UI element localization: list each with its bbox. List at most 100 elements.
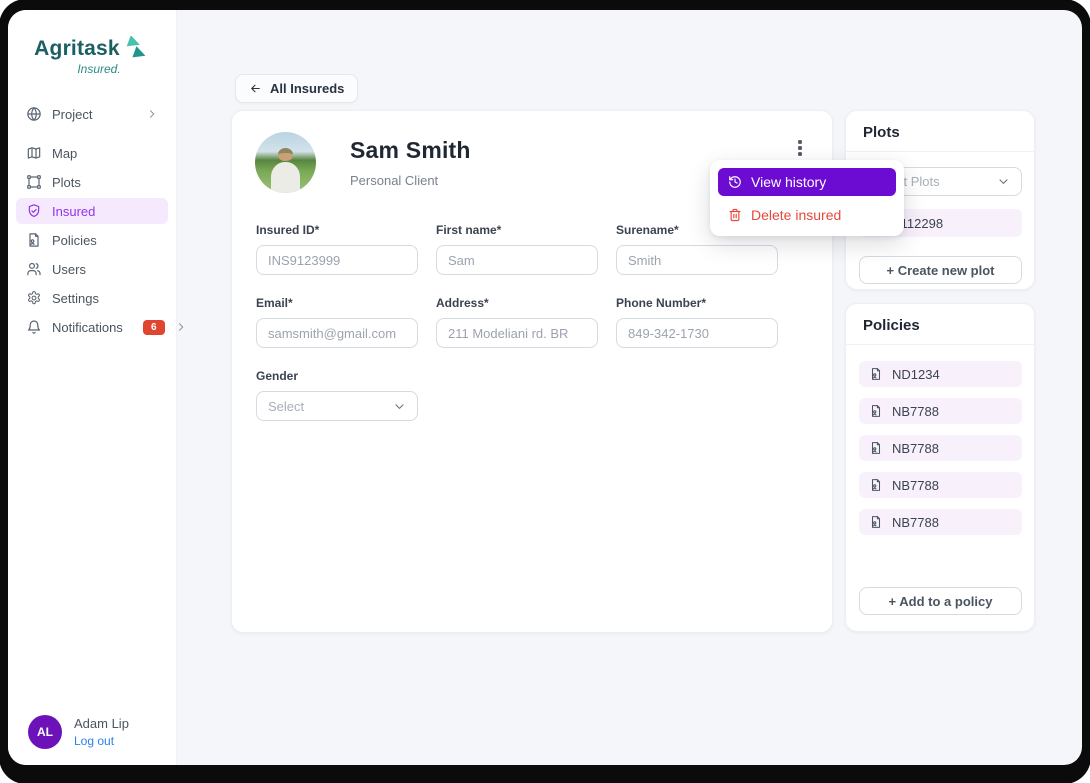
insured-id-input[interactable] xyxy=(256,245,418,275)
field-label: Address* xyxy=(436,296,489,310)
history-icon xyxy=(728,175,742,189)
policy-item[interactable]: NB7788 xyxy=(859,472,1022,498)
policy-item[interactable]: NB7788 xyxy=(859,509,1022,535)
sidebar-item-label: Notifications xyxy=(52,319,123,335)
surename-input[interactable] xyxy=(616,245,778,275)
app-screen: Agritask Insured. Project Map Plots xyxy=(8,10,1082,765)
menu-item-label: View history xyxy=(751,174,827,190)
field-label: Phone Number* xyxy=(616,296,707,310)
policy-list: ND1234 NB7788 NB7788 NB7788 NB7788 xyxy=(859,361,1022,535)
menu-item-label: Delete insured xyxy=(751,207,842,223)
policy-icon xyxy=(869,478,883,492)
user-name: Adam Lip xyxy=(74,716,129,731)
policy-item[interactable]: NB7788 xyxy=(859,435,1022,461)
add-to-policy-button[interactable]: + Add to a policy xyxy=(859,587,1022,615)
field-label: Surename* xyxy=(616,223,679,237)
policy-id: NB7788 xyxy=(892,514,939,530)
field-label: Insured ID* xyxy=(256,223,320,237)
plots-icon xyxy=(26,174,42,190)
sidebar-item-users[interactable]: Users xyxy=(16,256,168,282)
field-label: Email* xyxy=(256,296,293,310)
bell-icon xyxy=(26,319,42,335)
policy-icon xyxy=(869,367,883,381)
avatar: AL xyxy=(28,715,62,749)
client-type: Personal Client xyxy=(350,173,439,188)
first-name-input[interactable] xyxy=(436,245,598,275)
brand-logo: Agritask Insured. xyxy=(8,36,176,76)
sidebar-nav: Project Map Plots Insured Policies xyxy=(8,101,184,340)
back-button-label: All Insureds xyxy=(270,81,345,96)
policies-panel-title: Policies xyxy=(863,317,920,334)
insured-context-menu: View history Delete insured xyxy=(710,160,904,236)
policies-panel: Policies ND1234 NB7788 NB7788 NB7788 xyxy=(845,303,1035,632)
gender-select[interactable]: Select xyxy=(256,391,418,421)
divider xyxy=(846,151,1034,152)
menu-item-view-history[interactable]: View history xyxy=(718,168,896,196)
field-label: First name* xyxy=(436,223,502,237)
policy-icon xyxy=(26,232,42,248)
trash-icon xyxy=(728,208,742,222)
policy-id: ND1234 xyxy=(892,366,940,382)
field-first-name: First name* xyxy=(436,223,598,275)
menu-item-delete-insured[interactable]: Delete insured xyxy=(718,202,896,228)
brand-name: Agritask xyxy=(34,36,120,60)
sidebar-item-map[interactable]: Map xyxy=(16,140,168,166)
current-user: AL Adam Lip Log out xyxy=(28,715,129,749)
shield-icon xyxy=(26,203,42,219)
field-gender: Gender Select xyxy=(256,369,418,421)
phone-input[interactable] xyxy=(616,318,778,348)
gear-icon xyxy=(26,290,42,306)
client-name: Sam Smith xyxy=(350,137,471,163)
divider xyxy=(846,344,1034,345)
field-address: Address* xyxy=(436,296,598,348)
sidebar-item-plots[interactable]: Plots xyxy=(16,169,168,195)
globe-icon xyxy=(26,106,42,122)
insured-form: Insured ID* First name* Surename* Email*… xyxy=(256,223,778,421)
chevron-down-icon xyxy=(393,400,406,413)
logout-link[interactable]: Log out xyxy=(74,734,115,748)
sidebar-item-label: Users xyxy=(52,261,86,277)
policy-id: NB7788 xyxy=(892,440,939,456)
back-to-all-insureds-button[interactable]: All Insureds xyxy=(235,74,359,103)
agritask-logo-icon xyxy=(124,36,150,61)
address-input[interactable] xyxy=(436,318,598,348)
brand-tagline: Insured. xyxy=(77,62,121,76)
sidebar-item-label: Policies xyxy=(52,232,97,248)
arrow-left-icon xyxy=(249,82,262,95)
sidebar-item-label: Project xyxy=(52,106,93,122)
sidebar-item-insured[interactable]: Insured xyxy=(16,198,168,224)
client-photo xyxy=(255,132,316,193)
chevron-right-icon xyxy=(175,321,187,333)
policy-item[interactable]: NB7788 xyxy=(859,398,1022,424)
chevron-down-icon xyxy=(997,175,1010,188)
policy-id: NB7788 xyxy=(892,477,939,493)
sidebar-item-notifications[interactable]: Notifications 6 xyxy=(16,314,184,340)
field-insured-id: Insured ID* xyxy=(256,223,418,275)
kebab-menu-icon[interactable] xyxy=(788,135,812,161)
sidebar-item-label: Insured xyxy=(52,203,96,219)
chevron-right-icon xyxy=(146,108,158,120)
field-email: Email* xyxy=(256,296,418,348)
sidebar: Agritask Insured. Project Map Plots xyxy=(8,10,184,765)
policy-icon xyxy=(869,441,883,455)
email-input[interactable] xyxy=(256,318,418,348)
field-surename: Surename* xyxy=(616,223,778,275)
sidebar-item-policies[interactable]: Policies xyxy=(16,227,168,253)
plots-panel-title: Plots xyxy=(863,124,900,141)
sidebar-item-label: Map xyxy=(52,145,78,161)
policy-icon xyxy=(869,404,883,418)
sidebar-item-label: Plots xyxy=(52,174,81,190)
policy-icon xyxy=(869,515,883,529)
sidebar-item-settings[interactable]: Settings xyxy=(16,285,168,311)
sidebar-item-project[interactable]: Project xyxy=(16,101,168,127)
users-icon xyxy=(26,261,42,277)
field-label: Gender xyxy=(256,369,299,383)
sidebar-item-label: Settings xyxy=(52,290,99,306)
map-icon xyxy=(26,145,42,161)
policy-id: NB7788 xyxy=(892,403,939,419)
policy-item[interactable]: ND1234 xyxy=(859,361,1022,387)
plot-id: P112298 xyxy=(892,215,944,231)
create-new-plot-button[interactable]: + Create new plot xyxy=(859,256,1022,284)
plots-panel: Plots Select Plots P112298 + Create new … xyxy=(845,110,1035,290)
